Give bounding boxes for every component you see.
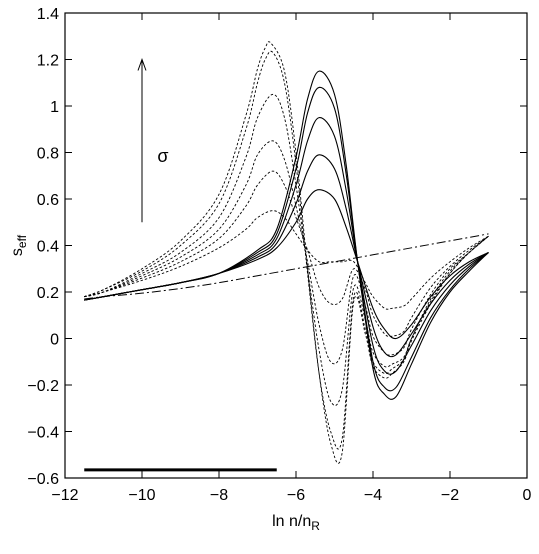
x-tick-label: −2 bbox=[441, 487, 459, 504]
y-tick-label: −0.4 bbox=[27, 425, 59, 442]
y-tick-label: 0 bbox=[50, 332, 59, 349]
y-tick-label: −0.2 bbox=[27, 378, 59, 395]
series-line-dotted-6 bbox=[84, 210, 489, 310]
series-line-dotted-10 bbox=[84, 50, 489, 450]
x-tick-label: −12 bbox=[51, 487, 78, 504]
sigma-annotation: σ bbox=[157, 146, 168, 166]
x-axis-label-main: ln n/n bbox=[272, 513, 311, 530]
y-axis-label-main: s bbox=[9, 248, 26, 256]
x-axis-label-sub: R bbox=[311, 519, 320, 533]
series-line-dotted-9 bbox=[84, 93, 489, 406]
series-line-solid-3 bbox=[84, 117, 489, 375]
y-tick-label: −0.6 bbox=[27, 471, 59, 488]
x-axis-label: ln n/nR bbox=[272, 513, 320, 533]
series-group bbox=[84, 41, 489, 464]
y-axis-label: seff bbox=[9, 234, 29, 256]
y-tick-label: 0.2 bbox=[37, 285, 59, 302]
y-tick-label: 1 bbox=[50, 99, 59, 116]
y-tick-label: 1.4 bbox=[37, 6, 59, 23]
series-line-solid-5 bbox=[84, 70, 489, 400]
y-tick-label: 0.6 bbox=[37, 192, 59, 209]
y-tick-label: 0.8 bbox=[37, 146, 59, 163]
y-axis-label-sub: eff bbox=[15, 234, 29, 248]
plot-area bbox=[64, 12, 528, 479]
x-tick-label: −6 bbox=[287, 487, 305, 504]
series-line-dotted-8 bbox=[84, 140, 489, 365]
plot-frame bbox=[64, 12, 528, 479]
y-tick-label: 0.4 bbox=[37, 239, 59, 256]
series-line-dotted-11 bbox=[84, 41, 489, 464]
y-tick-label: 1.2 bbox=[37, 53, 59, 70]
x-tick-label: −4 bbox=[364, 487, 382, 504]
series-line-solid-4 bbox=[84, 86, 489, 392]
sigma-arrow-head bbox=[137, 58, 147, 71]
x-tick-label: −8 bbox=[210, 487, 228, 504]
series-line-dashdot-0 bbox=[84, 233, 489, 300]
x-tick-label: −10 bbox=[128, 487, 155, 504]
series-line-solid-2 bbox=[84, 154, 489, 358]
x-tick-label: 0 bbox=[523, 487, 532, 504]
